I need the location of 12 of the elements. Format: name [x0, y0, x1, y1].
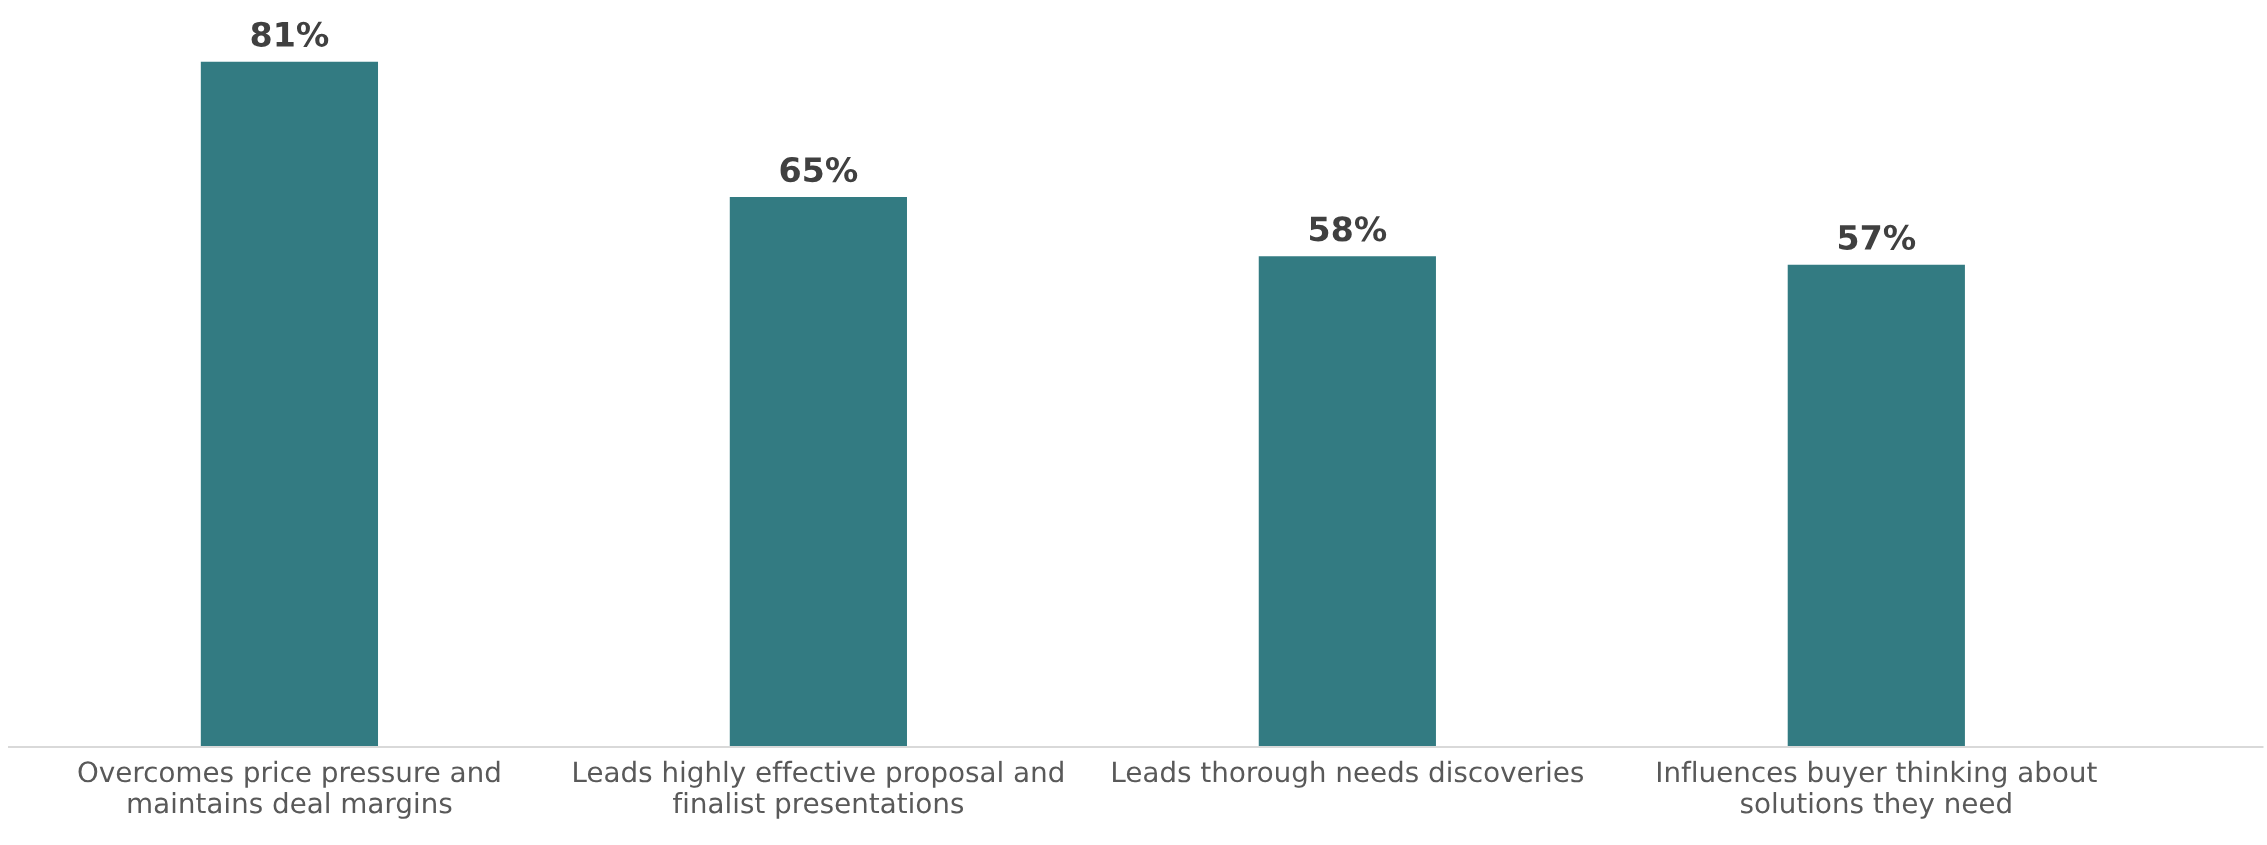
data-label: 65% [780, 157, 858, 183]
data-label: 57% [1839, 224, 1916, 250]
bar [1258, 256, 1436, 747]
x-tick-label: Overcomes price pressure and maintains deal margins [78, 760, 500, 819]
data-label: 58% [1310, 216, 1387, 242]
bar [729, 197, 907, 747]
bar [200, 61, 379, 747]
x-tick-label: Influences buyer thinking about solutions they need [1657, 760, 2097, 819]
x-tick-label: Leads highly effective proposal and finalist presentations [574, 760, 1063, 819]
x-tick-label: Leads thorough needs discoveries [1113, 760, 1584, 788]
bar [1787, 264, 1965, 747]
data-label: 81% [251, 21, 329, 47]
